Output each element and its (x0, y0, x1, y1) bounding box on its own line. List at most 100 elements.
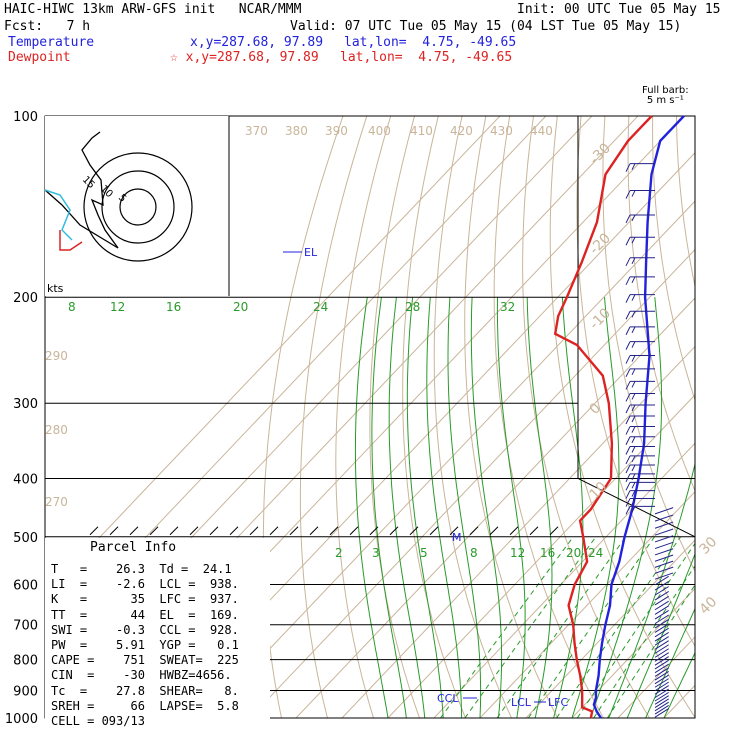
wind-barb-feather (631, 506, 636, 513)
isotherm (249, 248, 695, 718)
dry-adiabat (335, 116, 392, 718)
wind-barb-feather (625, 276, 631, 286)
frame-diagonal (577, 477, 696, 538)
wind-barb-feather (631, 464, 636, 472)
wind-barb (654, 701, 669, 712)
wind-barb-feather (631, 214, 636, 222)
wind-barb (654, 623, 669, 633)
isotherm (203, 200, 695, 718)
lfc-marker: LFC (548, 696, 568, 709)
wind-barb (654, 681, 669, 692)
hatch-mark (389, 526, 399, 536)
wind-barb-feather (631, 276, 636, 284)
mixing-ratio-line (593, 565, 695, 718)
wind-barb-feather (625, 190, 631, 199)
wind-barb-feather (631, 310, 636, 318)
parcel-info-row: SWI = -0.3 CCL = 928. (51, 622, 239, 637)
theta-label: 270 (45, 495, 68, 509)
theta-label: 420 (450, 124, 473, 138)
pressure-tick-label: 1000 (5, 712, 38, 727)
theta-label: 430 (490, 124, 513, 138)
wind-barb (654, 560, 674, 568)
wind-barb (654, 610, 669, 620)
temperature-xy: x,y=287.68, 97.89 (190, 35, 324, 50)
wind-barb-feather (631, 355, 636, 362)
isotherm (571, 587, 695, 718)
theta-label: 290 (45, 349, 68, 363)
hatch-mark (409, 526, 419, 536)
dry-adiabat (299, 116, 368, 718)
ccl-marker: CCL (437, 692, 459, 705)
hodograph-trace-cyan (44, 189, 73, 241)
mixing-ratio-label: 12 (110, 300, 125, 314)
isotherm (341, 345, 695, 718)
hatch-mark (449, 526, 459, 536)
hatch-mark (289, 526, 299, 536)
theta-label: 440 (530, 124, 553, 138)
wind-barb-feather (631, 473, 636, 481)
wind-barb-feather (631, 498, 636, 505)
wind-barb-feather (631, 190, 636, 197)
mixing-ratio-label: 24 (588, 546, 603, 560)
pressure-tick-label: 100 (13, 110, 38, 125)
hatch-mark (149, 526, 159, 536)
hatch-mark (469, 526, 479, 536)
wind-barb-feather (631, 490, 636, 497)
mixing-ratio-label: 5 (420, 546, 428, 560)
wind-barb-feather (631, 455, 636, 463)
temperature-legend: Temperature (8, 35, 95, 50)
wind-barb (654, 581, 669, 591)
isotherm-label: 40 (697, 594, 721, 618)
mixing-ratio-label: 20 (566, 546, 581, 560)
wind-barb (654, 528, 674, 536)
wind-barb-feather (625, 482, 631, 491)
wind-barb (654, 514, 674, 522)
wind-barb (654, 663, 669, 674)
el-marker: EL (304, 246, 318, 259)
wind-barb (654, 648, 669, 658)
temperature-latlon: lat,lon= 4.75, -49.65 (344, 35, 517, 50)
dewpoint-xy: ☆ x,y=287.68, 97.89 (170, 50, 319, 65)
wind-barb-feather (625, 257, 631, 267)
dry-adiabat (723, 89, 740, 731)
parcel-info-row: SREH = 66 LAPSE= 5.8 (51, 698, 239, 713)
hatch-mark (489, 526, 499, 536)
moist-adiabat (388, 297, 426, 718)
dewpoint-latlon: lat,lon= 4.75, -49.65 (340, 50, 513, 65)
dry-adiabat (262, 116, 344, 718)
isotherm (525, 539, 695, 718)
dewpoint-legend: Dewpoint (8, 50, 71, 65)
dry-adiabat (464, 116, 559, 718)
parcel-info-panel: Parcel Info T = 26.3 Td = 24.1 LI = -2.6 … (45, 538, 270, 728)
dry-adiabat (433, 116, 513, 718)
isotherm (617, 636, 695, 718)
wind-barb (654, 659, 669, 670)
hodograph-units: kts (47, 282, 64, 295)
pressure-tick-label: 200 (13, 291, 38, 306)
wind-barb (654, 695, 669, 705)
mixing-ratio-label: 16 (166, 300, 181, 314)
moist-adiabat (447, 297, 482, 718)
isotherm (710, 116, 740, 718)
hatch-mark (509, 526, 519, 536)
mixing-ratio-label: 28 (405, 300, 420, 314)
moist-adiabat (470, 297, 503, 718)
wind-barb-feather (625, 163, 631, 172)
wind-barb-feather (625, 393, 631, 402)
mixing-ratio-line (440, 536, 574, 718)
wind-barb-feather (631, 257, 636, 265)
hatch-mark (429, 526, 439, 536)
hatch-mark (349, 526, 359, 536)
isotherm (295, 297, 695, 718)
hatch-mark (269, 526, 279, 536)
dry-adiabat (700, 89, 740, 731)
wind-barb-feather (625, 473, 631, 483)
wind-barb (654, 652, 669, 662)
isotherm (387, 394, 695, 718)
wind-barb-feather (631, 426, 636, 433)
barb-legend: Full barb: 5 m s⁻¹ (642, 86, 689, 106)
wind-barb-feather (625, 341, 631, 350)
wind-barb (654, 671, 669, 681)
moist-adiabat (553, 297, 584, 718)
